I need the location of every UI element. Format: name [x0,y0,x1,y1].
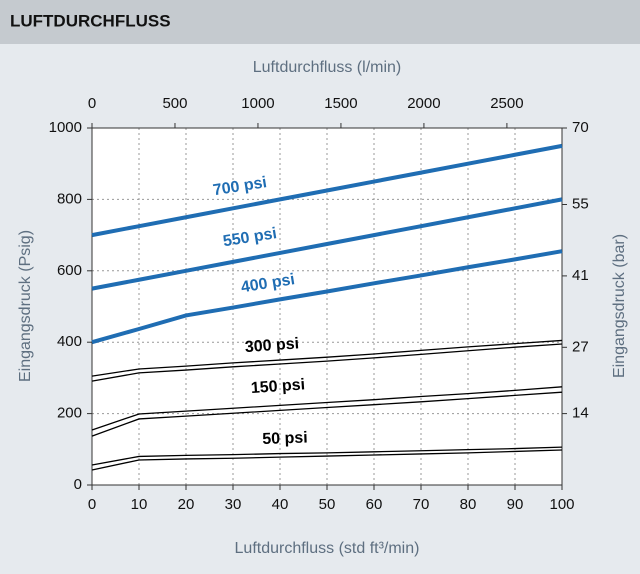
chart-title: LUFTDURCHFLUSS [10,11,171,30]
series-line-low [91,449,563,471]
series-line [91,143,563,238]
x-tick-label: 100 [549,496,574,513]
y2-tick-label: 55 [572,195,589,212]
x2-tick-label: 1500 [324,95,357,112]
x2-tick-label: 1000 [241,95,274,112]
y-tick-label: 1000 [49,119,82,136]
series-line [91,249,563,345]
y-tick-label: 800 [57,190,82,207]
x-tick-label: 40 [272,496,289,513]
series-label: 300 psi [244,335,299,356]
series-line [91,197,563,291]
y2-tick-label: 14 [572,405,589,422]
plot-area [92,128,562,485]
series-line [91,446,563,466]
series-line-low [91,343,563,382]
x2-tick-label: 500 [162,95,187,112]
x-tick-label: 70 [413,496,430,513]
y-axis-title: Eingangsdruck (Psig) [17,230,34,382]
y2-tick-label: 70 [572,119,589,136]
x2-tick-label: 0 [88,95,96,112]
x-tick-label: 10 [131,496,148,513]
x-tick-label: 50 [319,496,336,513]
header-bar [0,0,640,44]
x-tick-label: 30 [225,496,242,513]
x2-tick-label: 2000 [407,95,440,112]
x-tick-label: 0 [88,496,96,513]
y2-tick-label: 41 [572,267,589,284]
x-tick-label: 90 [507,496,524,513]
plot-frame [91,127,563,486]
x-tick-label: 60 [366,496,383,513]
y-tick-label: 400 [57,333,82,350]
series-line [91,339,563,377]
y-tick-label: 0 [74,476,82,493]
series-line-low [91,391,563,437]
x2-axis-title: Luftdurchfluss (l/min) [253,59,402,76]
y-tick-label: 600 [57,262,82,279]
y-tick-label: 200 [57,405,82,422]
series-label: 50 psi [262,429,308,448]
x-tick-label: 20 [178,496,195,513]
series-line [91,386,563,431]
x-axis-title: Luftdurchfluss (std ft³/min) [235,540,420,557]
y2-tick-label: 27 [572,338,589,355]
y2-axis-title: Eingangsdruck (bar) [611,234,628,378]
x2-tick-label: 2500 [490,95,523,112]
x-tick-label: 80 [460,496,477,513]
series-label: 150 psi [250,376,305,397]
